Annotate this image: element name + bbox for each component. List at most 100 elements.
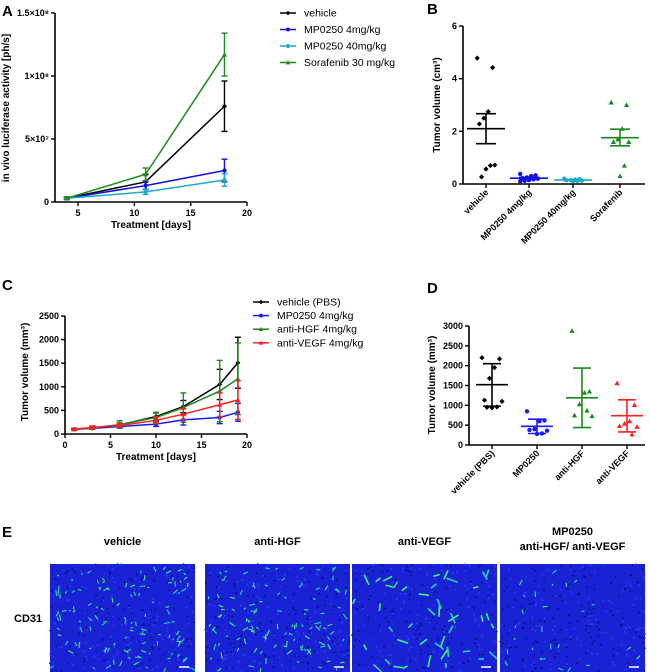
nucleus: [118, 617, 121, 620]
panel-e-cd31-images: CD31 vehicle anti-HGF anti-VEGF MP0250 anti-H…: [14, 526, 646, 672]
nucleus: [476, 618, 479, 621]
nucleus: [445, 587, 448, 590]
vessel: [176, 635, 181, 641]
nucleus: [589, 564, 592, 567]
y-axis-label: in vivo luciferase activity [ph/s]: [1, 34, 12, 182]
nucleus: [66, 587, 69, 589]
vessel: [318, 666, 323, 669]
nucleus: [643, 647, 646, 650]
nucleus: [637, 660, 640, 663]
nucleus: [407, 639, 409, 641]
nucleus: [335, 596, 337, 598]
nucleus: [614, 576, 617, 579]
nucleus: [480, 648, 483, 651]
nucleus: [429, 566, 432, 568]
nucleus: [531, 628, 534, 631]
y-axis-label: Tumor volume (mm³): [20, 323, 31, 422]
y-tick-label: 2000: [443, 361, 463, 371]
nucleus: [245, 567, 248, 570]
nucleus: [415, 622, 418, 625]
vessel: [87, 602, 92, 606]
panel-label-e: E: [2, 524, 12, 541]
vessel: [224, 570, 228, 573]
nucleus: [282, 644, 284, 646]
nucleus: [421, 583, 424, 586]
vessel: [402, 665, 408, 669]
nucleus: [268, 656, 270, 659]
vessel: [112, 659, 115, 665]
nucleus: [549, 640, 552, 643]
nucleus: [617, 594, 620, 597]
vessel: [303, 648, 307, 652]
nucleus: [541, 573, 544, 576]
nucleus: [127, 644, 129, 647]
nucleus: [190, 642, 193, 645]
nucleus: [488, 577, 491, 580]
data-point: [496, 356, 503, 362]
nucleus: [353, 655, 356, 657]
nucleus: [490, 567, 493, 569]
nucleus: [236, 666, 238, 669]
nucleus: [130, 578, 133, 581]
nucleus: [508, 568, 511, 571]
nucleus: [361, 574, 363, 577]
nucleus: [522, 669, 524, 672]
nucleus: [396, 598, 399, 601]
nucleus: [85, 655, 88, 658]
vessel: [342, 613, 348, 620]
nucleus: [218, 586, 220, 589]
vessel: [218, 613, 223, 619]
data-point: [235, 397, 241, 403]
nucleus: [343, 653, 346, 656]
nucleus: [355, 591, 358, 593]
nucleus: [429, 619, 432, 622]
vessel: [440, 648, 449, 660]
nucleus: [258, 662, 261, 665]
vessel: [636, 655, 641, 660]
nucleus: [391, 623, 394, 625]
vessel: [518, 579, 523, 586]
nucleus: [333, 642, 336, 645]
nucleus: [543, 620, 546, 623]
vessel: [264, 584, 269, 587]
vessel: [259, 650, 263, 655]
data-point: [527, 427, 532, 433]
nucleus: [139, 660, 142, 662]
nucleus: [239, 640, 242, 643]
nucleus: [224, 629, 227, 632]
vessel: [384, 658, 391, 665]
series-anti-vegf-4mg-kg: [71, 379, 241, 432]
nucleus: [466, 596, 469, 599]
nucleus: [587, 563, 590, 566]
nucleus: [471, 582, 473, 585]
nucleus: [644, 632, 646, 635]
nucleus: [315, 572, 318, 574]
nucleus: [83, 666, 86, 669]
nucleus: [344, 572, 347, 575]
nucleus: [333, 605, 336, 608]
x-category-label: Sorafenib: [588, 187, 625, 224]
vessel: [327, 636, 331, 641]
vessel: [133, 661, 139, 666]
group-mp0250-4mg-kg: [510, 171, 548, 188]
x-tick-label: 20: [242, 208, 252, 218]
nucleus: [149, 636, 152, 639]
vessel: [225, 635, 229, 638]
nucleus: [231, 615, 233, 618]
nucleus: [116, 563, 119, 566]
vessel: [363, 574, 370, 586]
vessel: [212, 628, 218, 634]
nucleus: [261, 630, 264, 632]
vessel: [145, 666, 148, 669]
vessel: [105, 664, 112, 669]
nucleus: [333, 636, 336, 639]
nucleus: [304, 655, 307, 658]
nucleus: [428, 653, 430, 656]
nucleus: [355, 625, 358, 627]
nucleus: [568, 622, 571, 625]
vessel: [443, 570, 449, 580]
nucleus: [325, 628, 328, 631]
vessel: [213, 643, 217, 651]
nucleus: [231, 667, 233, 670]
nucleus: [113, 646, 115, 649]
